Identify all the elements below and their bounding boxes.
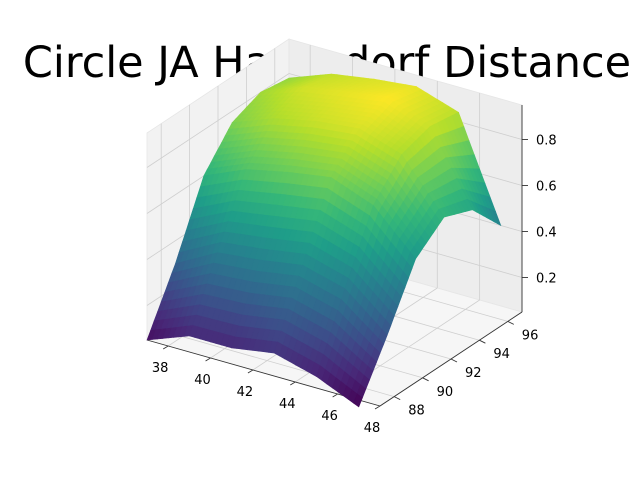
y-tick-label: 88 xyxy=(408,404,425,419)
x-tick xyxy=(374,405,381,410)
y-tick xyxy=(422,377,429,382)
x-tick-label: 44 xyxy=(279,397,296,412)
x-tick xyxy=(247,369,254,374)
y-tick xyxy=(393,396,401,401)
y-tick-label: 92 xyxy=(465,366,482,381)
x-tick-label: 46 xyxy=(321,409,338,424)
y-tick xyxy=(479,339,486,344)
x-tick-label: 48 xyxy=(364,421,381,436)
y-tick xyxy=(507,320,515,325)
x-tick xyxy=(290,381,296,386)
surface-patch xyxy=(353,393,363,408)
z-tick-label: 0.8 xyxy=(536,134,557,149)
surface-mesh xyxy=(146,73,502,408)
x-tick-label: 40 xyxy=(194,373,211,388)
y-tick-label: 90 xyxy=(437,385,454,400)
tick-marks xyxy=(162,139,528,410)
z-tick-label: 0.4 xyxy=(536,226,557,241)
x-tick-label: 38 xyxy=(152,361,169,376)
x-tick xyxy=(162,345,169,350)
grid-z-left xyxy=(146,73,290,168)
z-tick-label: 0.2 xyxy=(536,272,557,287)
z-tick-label: 0.6 xyxy=(536,180,557,195)
x-tick-label: 42 xyxy=(237,385,254,400)
y-tick-label: 96 xyxy=(522,328,539,343)
x-tick xyxy=(332,393,338,398)
y-tick xyxy=(450,358,458,363)
x-tick xyxy=(205,357,211,362)
tick-labels: 38 40 42 44 46 48 88 90 92 94 96 0.2 0.4 0.6 0.8 xyxy=(152,134,557,437)
y-tick-label: 94 xyxy=(493,347,510,362)
x-axis-line xyxy=(146,339,381,407)
